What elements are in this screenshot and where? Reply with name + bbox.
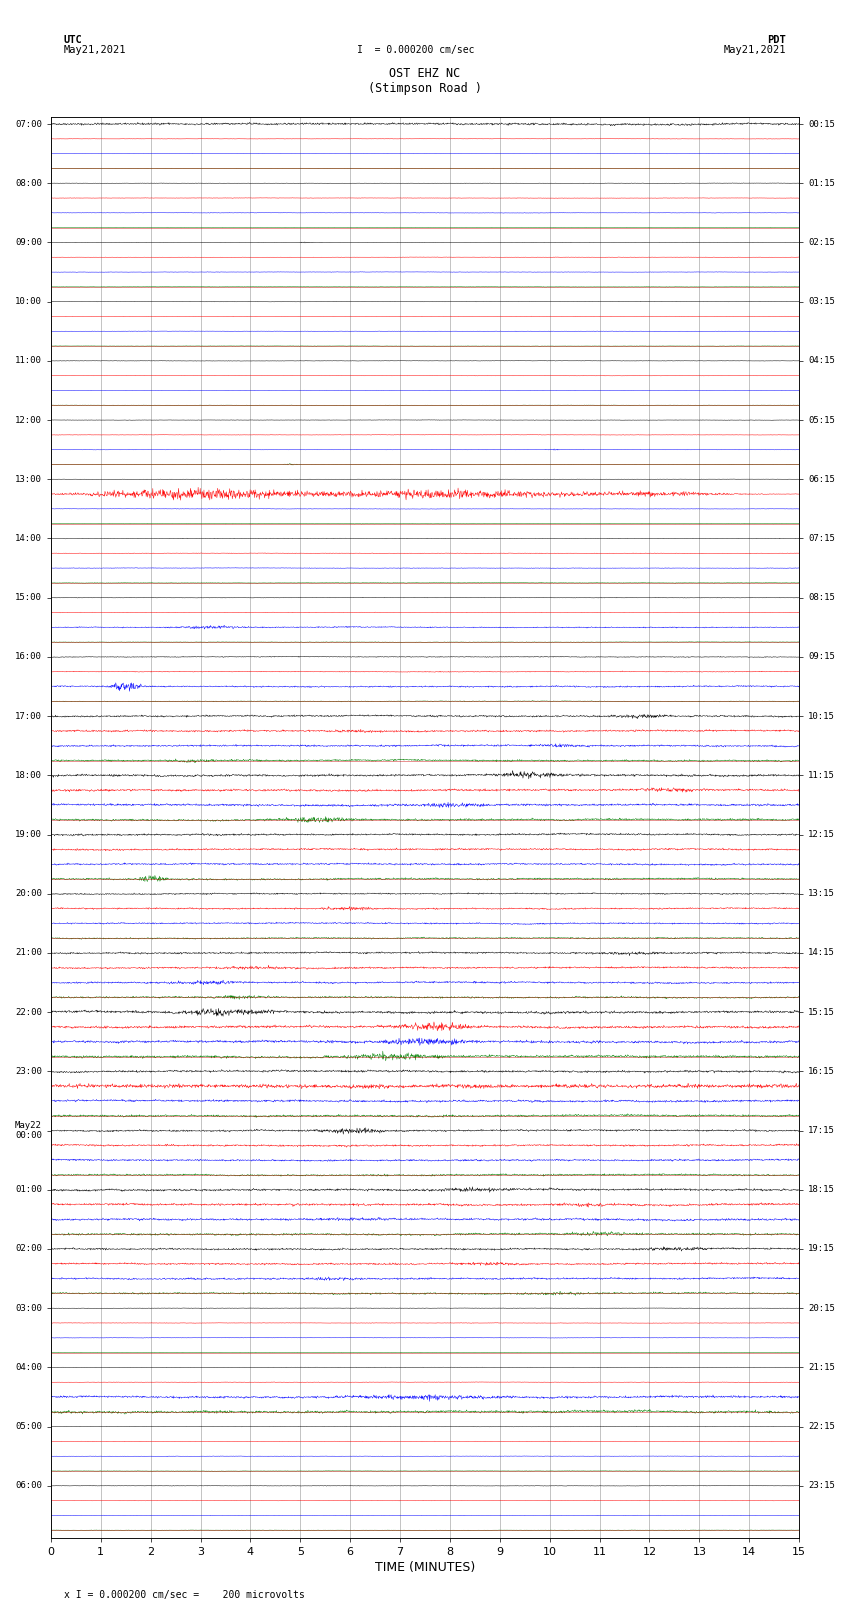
Text: PDT: PDT [768, 35, 786, 45]
Title: OST EHZ NC
(Stimpson Road ): OST EHZ NC (Stimpson Road ) [368, 66, 482, 95]
Text: x I = 0.000200 cm/sec =    200 microvolts: x I = 0.000200 cm/sec = 200 microvolts [64, 1590, 304, 1600]
Text: May21,2021: May21,2021 [64, 45, 127, 55]
Text: UTC: UTC [64, 35, 82, 45]
Text: I  = 0.000200 cm/sec: I = 0.000200 cm/sec [357, 45, 474, 55]
Text: May21,2021: May21,2021 [723, 45, 786, 55]
X-axis label: TIME (MINUTES): TIME (MINUTES) [375, 1561, 475, 1574]
